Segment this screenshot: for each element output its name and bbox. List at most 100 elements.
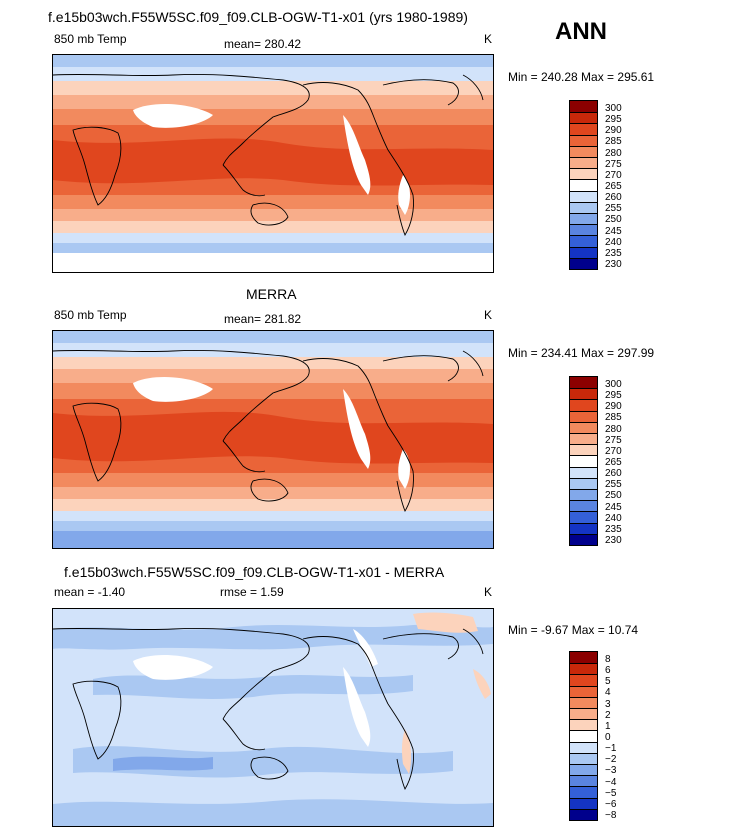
- panel3-minmax-label: Min = -9.67 Max = 10.74: [508, 623, 639, 637]
- panel1-colorbar-seg: [570, 145, 597, 157]
- panel2-minmax-label: Min = 234.41 Max = 297.99: [508, 346, 655, 360]
- panel1-map: [52, 54, 494, 273]
- panel1-colorbar-label: 260: [605, 192, 622, 203]
- panel1-colorbar-label: 265: [605, 181, 622, 192]
- panel2-colorbar-label: 285: [605, 412, 622, 423]
- panel1-colorbar: [569, 100, 598, 270]
- season-label: ANN: [555, 18, 607, 45]
- panel2-colorbar-seg: [570, 511, 597, 523]
- panel3-colorbar-seg: [570, 696, 597, 708]
- panel3-colorbar-label: −4: [605, 777, 617, 788]
- panel1-colorbar-seg: [570, 190, 597, 202]
- panel3-colorbar-seg: [570, 730, 597, 742]
- panel2-colorbar-seg: [570, 377, 597, 389]
- panel2-colorbar-seg: [570, 388, 597, 400]
- panel3-colorbar-seg: [570, 786, 597, 798]
- panel2-colorbar-seg: [570, 466, 597, 478]
- panel1-title: f.e15b03wch.F55W5SC.f09_f09.CLB-OGW-T1-x…: [48, 9, 468, 25]
- panel2-colorbar-seg: [570, 421, 597, 433]
- panel2-colorbar-label: 240: [605, 513, 622, 524]
- panel3-rmse-label: rmse = 1.59: [220, 585, 284, 599]
- panel3-colorbar-label: −5: [605, 788, 617, 799]
- panel3-colorbar-seg: [570, 797, 597, 809]
- panel2-colorbar-seg: [570, 500, 597, 512]
- panel1-colorbar-label: 290: [605, 125, 622, 136]
- panel2-colorbar-seg: [570, 410, 597, 422]
- panel2-map-svg: [53, 331, 493, 548]
- panel3-colorbar-label: −3: [605, 765, 617, 776]
- panel2-colorbar-label: 245: [605, 502, 622, 513]
- panel3-colorbar-seg: [570, 674, 597, 686]
- panel1-colorbar-seg: [570, 101, 597, 113]
- panel2-colorbar-label: 250: [605, 490, 622, 501]
- panel1-colorbar-seg: [570, 257, 597, 269]
- panel2-colorbar-seg: [570, 399, 597, 411]
- panel1-colorbar-label: 295: [605, 114, 622, 125]
- panel1-colorbar-label: 280: [605, 148, 622, 159]
- panel3-colorbar-seg: [570, 719, 597, 731]
- panel1-units-label: K: [484, 32, 493, 46]
- panel3-colorbar-seg: [570, 752, 597, 764]
- panel3-colorbar-seg: [570, 708, 597, 720]
- panel3-units-label: K: [484, 585, 493, 599]
- panel1-colorbar-seg: [570, 213, 597, 225]
- panel2-colorbar-label: 295: [605, 390, 622, 401]
- panel1-colorbar-label: 285: [605, 136, 622, 147]
- panel2-colorbar-seg: [570, 477, 597, 489]
- panel2-colorbar-label: 230: [605, 535, 622, 546]
- panel1-colorbar-seg: [570, 179, 597, 191]
- panel1-colorbar-seg: [570, 224, 597, 236]
- panel2-colorbar-label: 300: [605, 379, 622, 390]
- panel3-colorbar-seg: [570, 663, 597, 675]
- panel3-mean-label: mean = -1.40: [54, 585, 126, 599]
- panel2-colorbar-seg: [570, 433, 597, 445]
- panel3-title: f.e15b03wch.F55W5SC.f09_f09.CLB-OGW-T1-x…: [64, 564, 445, 580]
- panel3-colorbar-seg: [570, 808, 597, 820]
- panel3-colorbar-seg: [570, 775, 597, 787]
- panel3-colorbar-label: −6: [605, 799, 617, 810]
- panel3-colorbar-label: 3: [605, 699, 611, 710]
- panel1-colorbar-label: 300: [605, 103, 622, 114]
- panel1-minmax-label: Min = 240.28 Max = 295.61: [508, 70, 655, 84]
- panel1-colorbar-seg: [570, 123, 597, 135]
- panel2-colorbar-seg: [570, 533, 597, 545]
- panel2-colorbar-label: 275: [605, 435, 622, 446]
- panel1-colorbar-label: 245: [605, 226, 622, 237]
- panel1-colorbar-seg: [570, 134, 597, 146]
- panel3-colorbar-label: 5: [605, 676, 611, 687]
- panel2-colorbar-seg: [570, 522, 597, 534]
- panel1-map-svg: [53, 55, 493, 272]
- panel2-colorbar-label: 265: [605, 457, 622, 468]
- panel2-colorbar-seg: [570, 444, 597, 456]
- panel3-colorbar: [569, 651, 598, 821]
- panel3-colorbar-label: 2: [605, 710, 611, 721]
- panel3-colorbar-label: −8: [605, 810, 617, 821]
- panel3-colorbar-label: 8: [605, 654, 611, 665]
- panel3-map-svg: [53, 609, 493, 826]
- panel1-colorbar-seg: [570, 168, 597, 180]
- panel2-mean-label: mean= 281.82: [224, 312, 302, 326]
- panel2-units-label: K: [484, 308, 493, 322]
- panel1-colorbar-label: 240: [605, 237, 622, 248]
- panel2-colorbar-label: 235: [605, 524, 622, 535]
- panel1-colorbar-label: 235: [605, 248, 622, 259]
- panel2-title: MERRA: [246, 286, 297, 302]
- panel3-colorbar-label: 6: [605, 665, 611, 676]
- panel1-variable-label: 850 mb Temp: [54, 32, 127, 46]
- panel3-colorbar-label: 1: [605, 721, 611, 732]
- panel3-colorbar-seg: [570, 652, 597, 664]
- panel1-colorbar-label: 230: [605, 259, 622, 270]
- panel2-colorbar-label: 255: [605, 479, 622, 490]
- panel1-colorbar-label: 255: [605, 203, 622, 214]
- panel3-colorbar-label: 0: [605, 732, 611, 743]
- panel3-map: [52, 608, 494, 827]
- panel1-colorbar-seg: [570, 112, 597, 124]
- panel1-colorbar-seg: [570, 246, 597, 258]
- panel1-colorbar-seg: [570, 201, 597, 213]
- panel3-colorbar-label: −1: [605, 743, 617, 754]
- panel1-colorbar-seg: [570, 157, 597, 169]
- panel2-colorbar-label: 280: [605, 424, 622, 435]
- panel1-colorbar-label: 270: [605, 170, 622, 181]
- panel3-colorbar-seg: [570, 741, 597, 753]
- panel2-colorbar-seg: [570, 455, 597, 467]
